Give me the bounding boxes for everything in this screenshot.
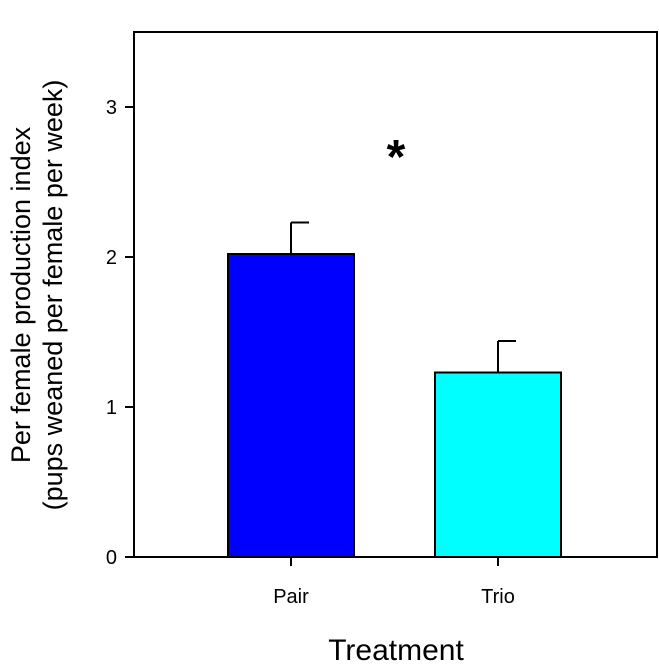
y-tick-label: 3 [106, 97, 117, 119]
y-axis-title-line2: (pups weaned per female per week) [38, 80, 68, 511]
y-axis-title-line1: Per female production index [6, 126, 36, 463]
x-tick-label-trio: Trio [481, 586, 515, 608]
y-axis-title: Per female production index (pups weaned… [6, 80, 68, 511]
significance-asterisk: * [387, 131, 406, 184]
y-tick-label: 2 [106, 247, 117, 269]
bar-trio [434, 371, 562, 558]
x-axis-title: Treatment [328, 634, 464, 665]
y-tick-label: 0 [106, 547, 117, 569]
y-tick-label: 1 [106, 397, 117, 419]
plot-frame [133, 31, 658, 558]
x-tick-label-pair: Pair [273, 586, 309, 608]
bar-pair [227, 253, 355, 558]
plot-area: 0 1 2 3 Pair Trio [106, 31, 658, 608]
